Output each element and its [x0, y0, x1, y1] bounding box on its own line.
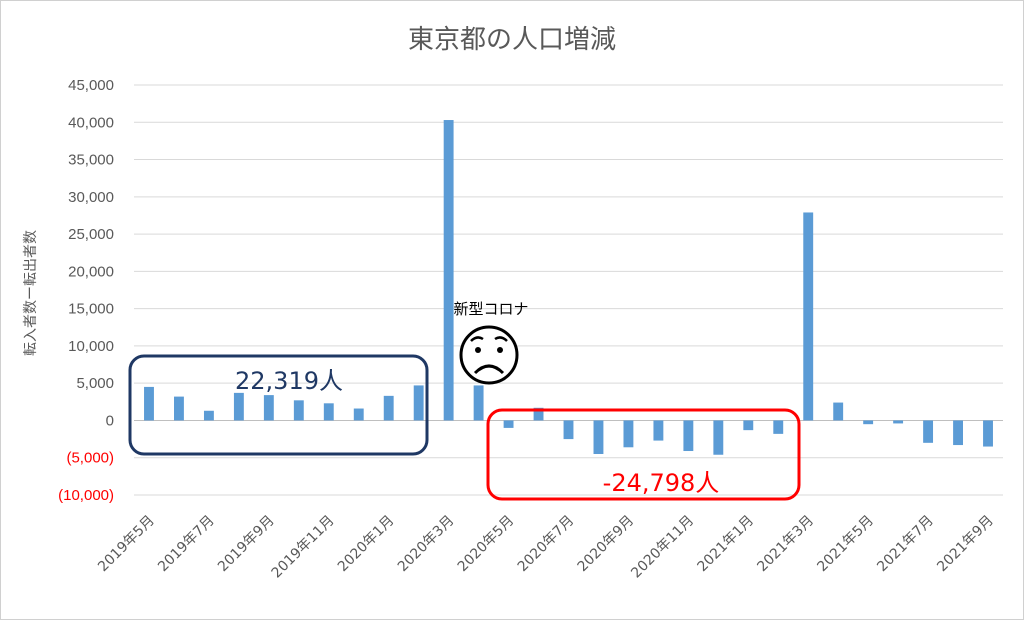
x-tick-label: 2019年11月	[269, 513, 338, 582]
bar	[683, 420, 694, 452]
grid	[134, 84, 1003, 496]
x-tick-label: 2019年9月	[215, 513, 278, 576]
bar	[803, 212, 814, 421]
worried-face-icon	[459, 325, 519, 385]
bar	[533, 407, 544, 421]
bar	[923, 420, 934, 443]
bar	[563, 420, 574, 440]
bar	[144, 386, 154, 421]
bar	[863, 420, 874, 425]
bar	[203, 410, 214, 421]
x-tick-label: 2020年3月	[395, 513, 458, 576]
bar	[593, 420, 604, 454]
y-tick-label: 35,000	[68, 152, 114, 169]
annotation-negative-total: -24,798人	[603, 469, 720, 497]
bar	[983, 420, 993, 447]
x-tick-label: 2020年7月	[515, 513, 578, 576]
x-tick-label: 2019年7月	[155, 513, 218, 576]
y-tick-label: 0	[106, 412, 114, 429]
bar	[413, 385, 424, 421]
bar	[233, 392, 244, 421]
x-tick-label: 2021年5月	[814, 513, 877, 576]
bar	[953, 420, 963, 446]
bar	[473, 385, 484, 421]
y-tick-label: (5,000)	[66, 450, 114, 467]
bar	[323, 403, 334, 421]
bar	[653, 420, 664, 441]
y-tick-label: 40,000	[68, 114, 114, 131]
bar	[174, 396, 184, 421]
bar	[503, 420, 514, 428]
x-tick-label: 2020年5月	[455, 513, 518, 576]
x-axis-ticks: 2019年5月2019年7月2019年9月2019年11月2020年1月2020…	[95, 513, 997, 582]
x-tick-label: 2021年7月	[874, 513, 937, 576]
annotation-positive-total: 22,319人	[235, 367, 343, 395]
chart-title: 東京都の人口増減	[408, 25, 616, 55]
x-tick-label: 2021年3月	[754, 513, 817, 576]
x-tick-label: 2020年1月	[335, 513, 398, 576]
bar	[443, 120, 454, 421]
y-tick-label: 25,000	[68, 226, 114, 243]
bar	[743, 420, 754, 431]
bar	[623, 420, 634, 448]
y-tick-label: 30,000	[68, 189, 114, 206]
bars	[144, 120, 993, 455]
bar	[383, 395, 394, 421]
bar	[773, 420, 784, 434]
y-tick-label: 5,000	[76, 375, 114, 392]
y-axis-label: 転入者数ー転出者数	[23, 230, 39, 356]
x-tick-label: 2020年9月	[575, 513, 638, 576]
x-tick-label: 2021年1月	[695, 513, 758, 576]
x-tick-label: 2020年11月	[628, 513, 697, 582]
x-tick-label: 2019年5月	[95, 513, 158, 576]
y-tick-label: 45,000	[68, 77, 114, 94]
y-tick-label: 10,000	[68, 338, 114, 355]
annotation-box-negative	[486, 408, 801, 501]
bar	[833, 402, 844, 421]
bar	[713, 420, 724, 455]
x-tick-label: 2021年9月	[934, 513, 997, 576]
annotation-corona-label: 新型コロナ	[453, 300, 528, 318]
bar	[893, 420, 904, 424]
y-tick-label: 15,000	[68, 301, 114, 318]
y-tick-label: (10,000)	[58, 487, 114, 504]
bar	[353, 408, 364, 421]
y-tick-label: 20,000	[68, 263, 114, 280]
annotation-box-positive	[128, 354, 429, 456]
bar	[263, 395, 274, 421]
bar	[293, 400, 304, 421]
y-axis-ticks: (10,000) (5,000) 0 5,000 10,000 15,000 20,000 2…	[58, 77, 114, 504]
